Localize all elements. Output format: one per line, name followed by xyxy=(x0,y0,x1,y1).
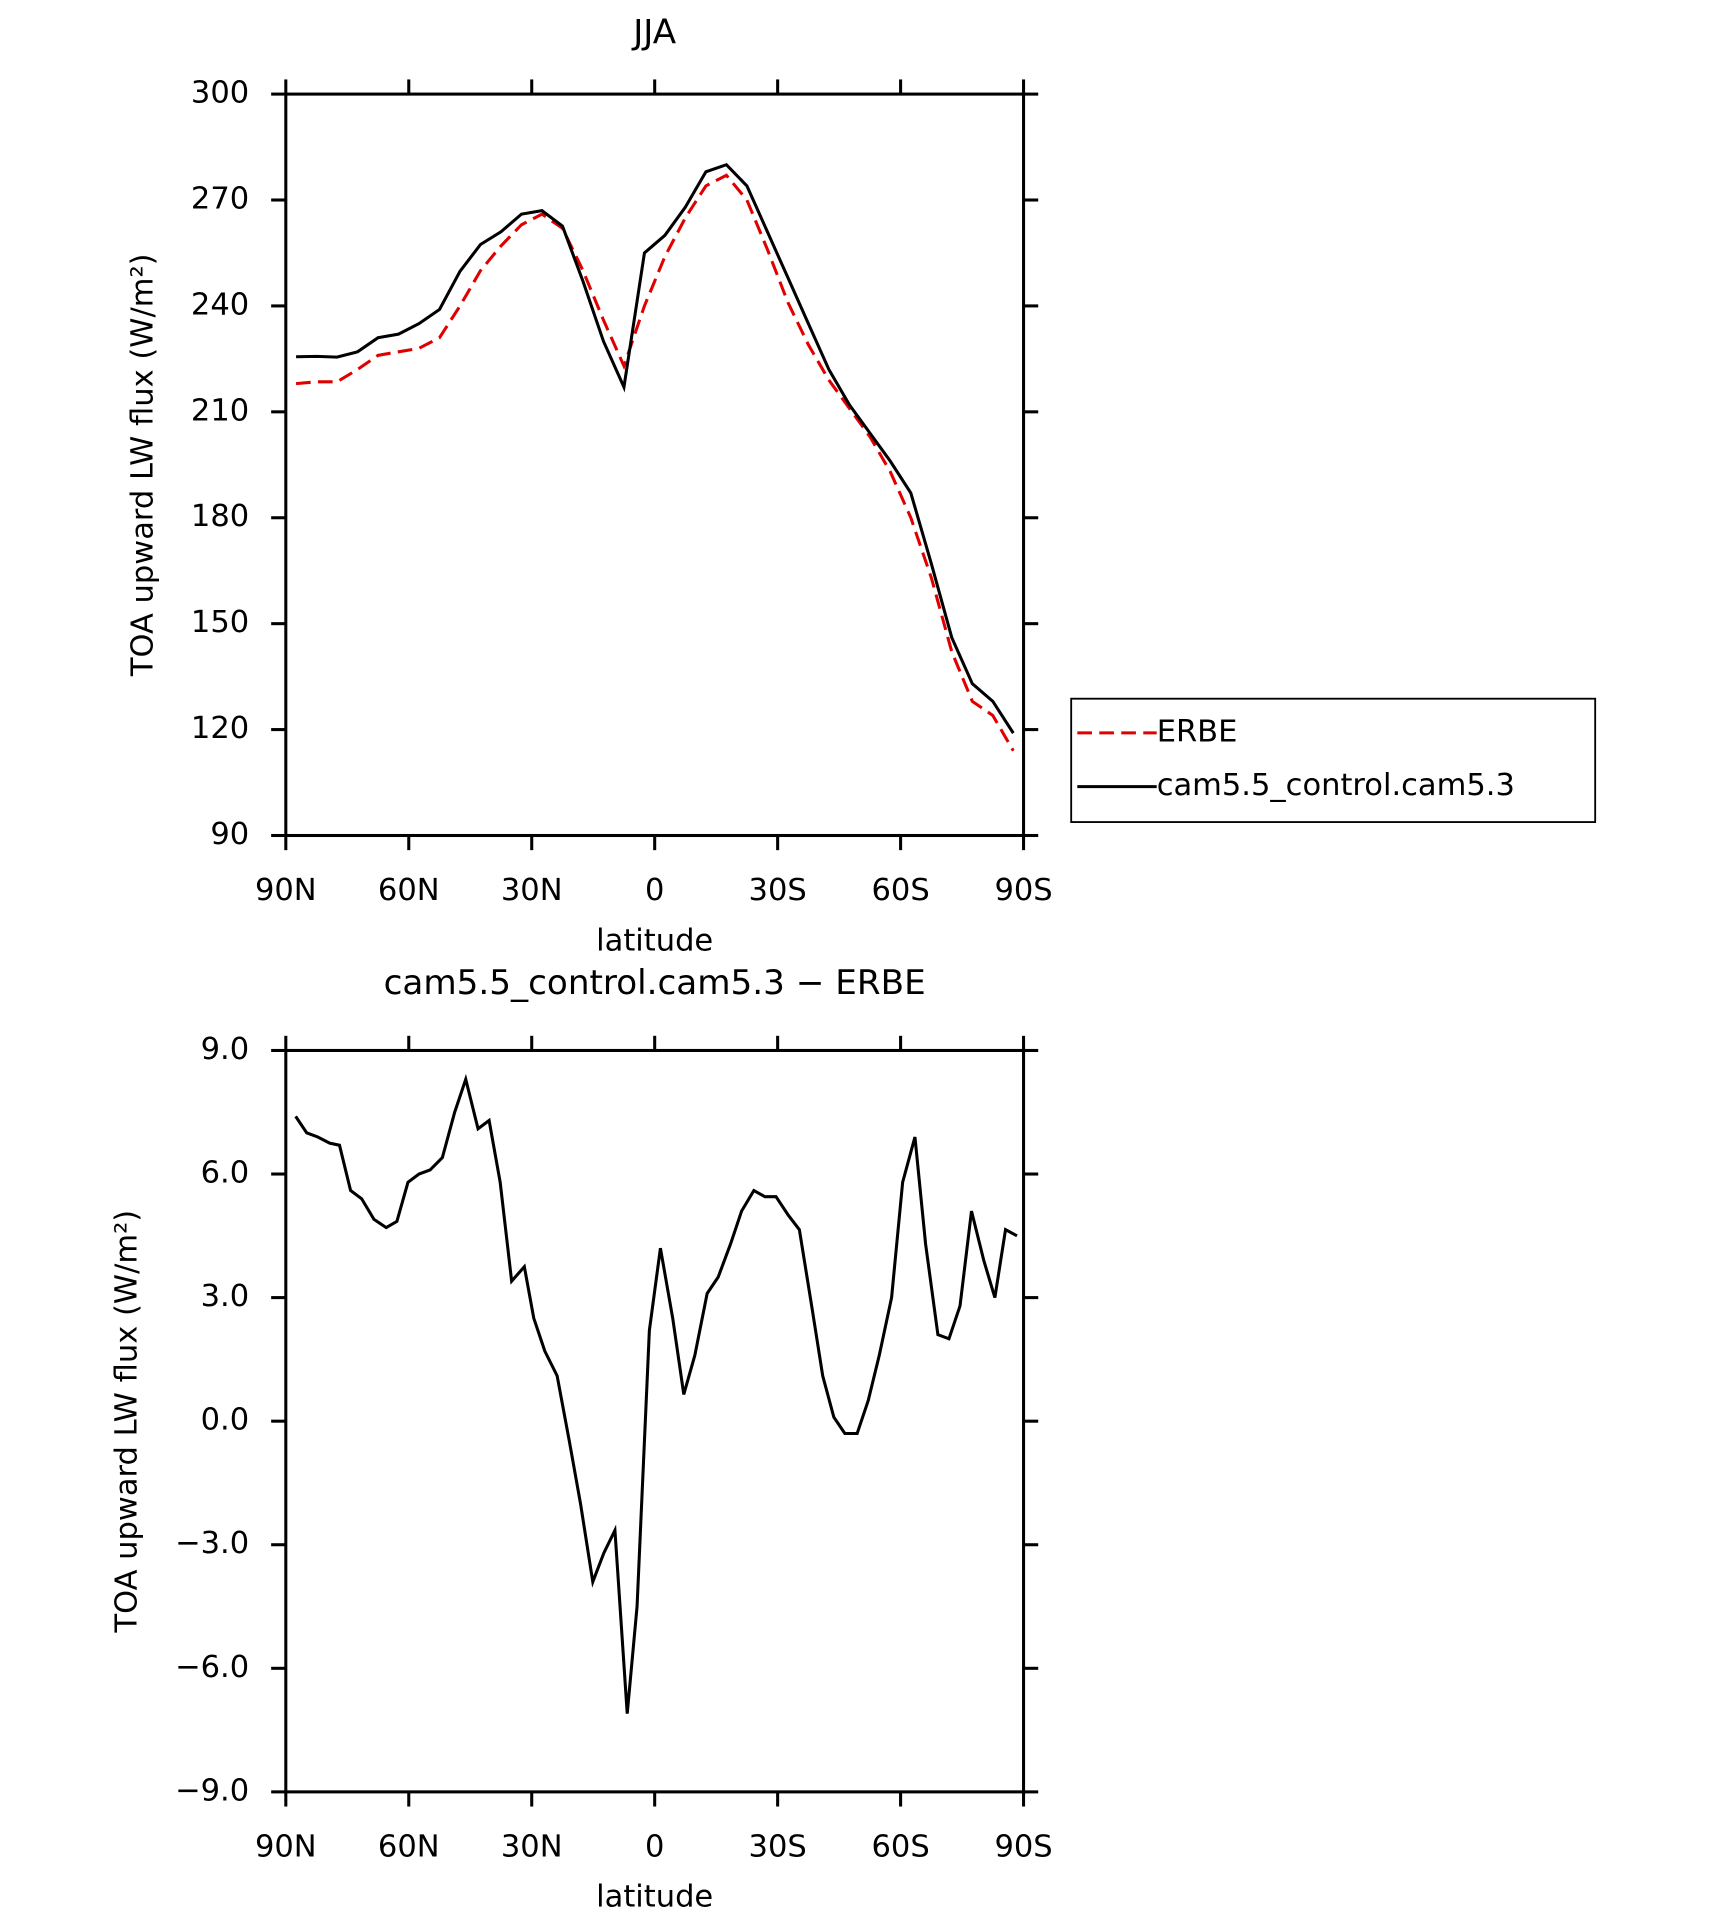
x-axis-label: latitude xyxy=(596,923,713,958)
y-tick-label: 150 xyxy=(191,605,249,640)
x-tick-label: 90S xyxy=(994,1830,1052,1865)
y-tick-label: 300 xyxy=(191,76,249,111)
y-tick-label: 0.0 xyxy=(201,1403,250,1438)
y-tick-label: 210 xyxy=(191,393,249,428)
x-tick-label: 30N xyxy=(501,1830,563,1865)
data-line xyxy=(296,162,1015,734)
x-tick-label: 30N xyxy=(501,873,563,908)
x-axis-label: latitude xyxy=(596,1880,713,1915)
legend-label: ERBE xyxy=(1157,714,1238,749)
y-tick-label: 240 xyxy=(191,287,249,322)
x-tick-label: 60S xyxy=(871,1830,929,1865)
data-line xyxy=(294,1073,1018,1714)
legend-label: cam5.5_control.cam5.3 xyxy=(1157,768,1515,803)
data-line xyxy=(295,173,1015,752)
y-tick-label: 90 xyxy=(210,817,249,852)
y-tick-label: 3.0 xyxy=(201,1279,250,1314)
y-tick-label: 270 xyxy=(191,182,249,217)
x-tick-label: 60S xyxy=(871,873,929,908)
y-tick-label: −3.0 xyxy=(175,1526,249,1561)
x-tick-label: 0 xyxy=(645,1830,664,1865)
y-tick-label: 120 xyxy=(191,711,249,746)
x-tick-label: 60N xyxy=(378,873,440,908)
plot-frame xyxy=(284,92,1026,838)
plot-frame xyxy=(284,1048,1026,1794)
x-tick-label: 90N xyxy=(255,873,317,908)
x-tick-label: 30S xyxy=(749,1830,807,1865)
x-tick-label: 90S xyxy=(994,873,1052,908)
y-tick-label: 180 xyxy=(191,499,249,534)
y-tick-label: −9.0 xyxy=(175,1773,249,1808)
x-tick-label: 30S xyxy=(749,873,807,908)
x-tick-label: 90N xyxy=(255,1830,317,1865)
x-tick-label: 0 xyxy=(645,873,664,908)
y-tick-label: −6.0 xyxy=(175,1650,249,1685)
chart-title: JJA xyxy=(631,13,677,53)
legend-box xyxy=(1070,697,1597,823)
y-tick-label: 6.0 xyxy=(201,1156,250,1191)
y-axis-label: TOA upward LW flux (W/m²) xyxy=(126,253,161,677)
x-tick-label: 60N xyxy=(378,1830,440,1865)
y-axis-label: TOA upward LW flux (W/m²) xyxy=(110,1210,145,1634)
legend: ERBE cam5.5_control.cam5.3 xyxy=(1070,697,1597,823)
chart-title: cam5.5_control.cam5.3 − ERBE xyxy=(384,963,926,1003)
y-tick-label: 9.0 xyxy=(201,1032,250,1067)
